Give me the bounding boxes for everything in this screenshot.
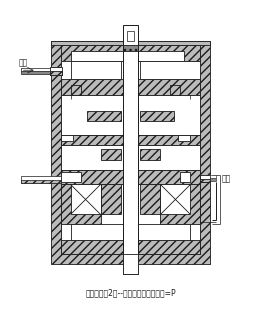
Bar [122,25,139,274]
Bar [140,184,161,214]
Bar [161,184,200,224]
Text: 进气: 进气 [221,174,231,183]
Bar [70,224,191,241]
Bar [122,170,139,184]
Bar [122,254,139,274]
Bar [61,184,200,254]
Bar [21,70,51,74]
Bar [61,184,100,224]
Bar [51,67,61,75]
Bar [200,179,210,182]
Bar [179,135,191,141]
Bar [210,175,216,178]
Bar [61,78,200,95]
Bar [161,184,191,214]
Bar [122,184,139,254]
Bar [51,41,210,264]
Bar [122,145,139,170]
Bar [61,241,200,254]
Bar [50,70,62,75]
Bar [70,61,121,78]
Bar [140,111,174,121]
Bar [61,95,200,135]
Text: 工作状况（2）--开阀终了阶段工作力=P: 工作状况（2）--开阀终了阶段工作力=P [85,288,176,297]
Bar [140,61,200,78]
Bar [21,68,51,70]
Bar [61,173,81,182]
Bar [100,149,121,160]
Bar [21,180,61,183]
Bar [61,170,200,184]
Bar [61,51,200,254]
Bar [70,51,185,61]
Bar [70,184,100,214]
Bar [61,135,73,141]
Bar [61,145,200,170]
Bar [50,67,62,75]
Bar [100,184,121,214]
Bar [140,149,161,160]
Text: 排气: 排气 [19,59,28,68]
Bar [61,135,200,145]
Bar [180,173,191,182]
Bar [122,241,139,254]
Bar [51,41,210,45]
Bar [122,105,139,124]
Bar [210,178,216,182]
Bar [170,85,180,95]
Bar [200,175,210,182]
Bar [122,45,139,51]
Bar [70,85,81,95]
Bar [87,111,121,121]
Bar [21,176,61,183]
Bar [61,45,200,61]
Bar [127,31,134,41]
